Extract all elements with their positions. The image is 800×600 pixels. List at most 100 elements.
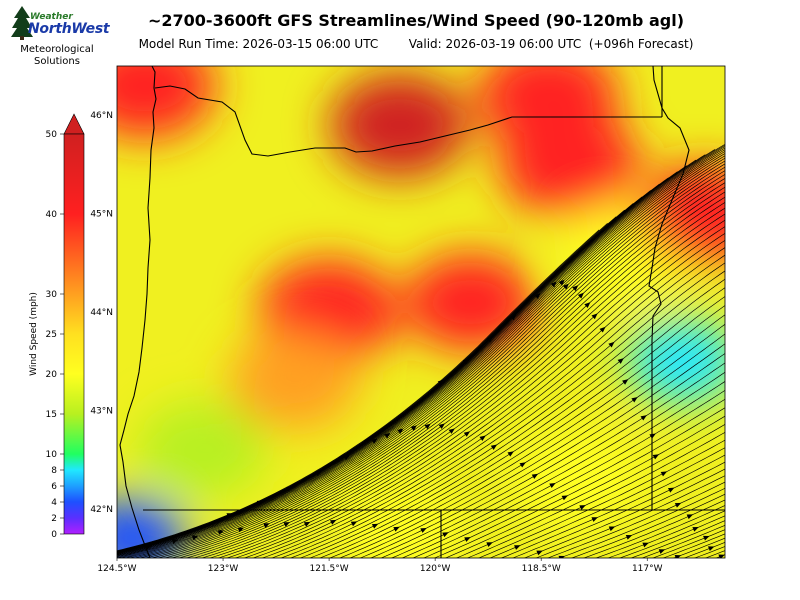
speed-region: [329, 72, 470, 178]
streamline-arrow: [668, 487, 675, 493]
streamline-arrow: [536, 550, 543, 556]
streamline: [582, 499, 725, 558]
logo-brand-line2: NorthWest: [28, 21, 110, 37]
colorbar-tick-label: 15: [46, 410, 57, 420]
streamline-arrow: [652, 454, 660, 460]
streamline: [349, 333, 725, 558]
streamline-arrow: [562, 283, 569, 290]
streamline-arrow: [486, 336, 493, 343]
columbia-river-border: [154, 85, 662, 157]
streamline-arrow: [463, 431, 471, 437]
streamline: [117, 229, 600, 552]
streamline: [546, 481, 725, 558]
streamline: [261, 254, 725, 558]
streamline: [759, 576, 765, 578]
streamline-arrow: [684, 569, 691, 576]
streamline: [157, 177, 725, 558]
y-tick-label: 44°N: [90, 308, 113, 318]
streamline-arrow: [608, 561, 615, 568]
streamline: [412, 389, 725, 558]
streamline-arrow: [330, 519, 337, 525]
colorbar-tick-label: 25: [46, 330, 57, 340]
streamline-arrow: [617, 358, 624, 364]
streamline: [123, 157, 725, 558]
streamline: [117, 159, 697, 554]
colorbar-tick-label: 8: [51, 466, 57, 476]
streamline-arrow: [534, 293, 541, 299]
streamline-arrow: [558, 279, 565, 286]
colorbar-tick-label: 10: [46, 450, 58, 460]
streamline-arrow: [549, 482, 556, 489]
streamline-arrow: [703, 535, 710, 541]
streamline: [185, 196, 725, 558]
y-tick-label: 43°N: [90, 406, 113, 416]
streamline-arrow: [686, 514, 694, 520]
streamline-arrow: [579, 505, 586, 510]
speed-region: [499, 111, 640, 217]
chart-title: ~2700-3600ft GFS Streamlines/Wind Speed …: [147, 11, 684, 30]
x-tick-label: 123°W: [208, 564, 239, 574]
streamline-arrow: [599, 326, 606, 333]
logo-tagline-line2: Solutions: [34, 56, 80, 67]
streamline: [704, 566, 738, 578]
streamline-arrow: [674, 555, 682, 558]
speed-region: [334, 479, 465, 558]
colorbar-gradient: [63, 133, 85, 535]
x-tick-label: 118.5°W: [522, 564, 561, 574]
streamline-arrow: [642, 542, 649, 548]
streamline-arrow: [263, 523, 270, 528]
streamline-arrow: [608, 341, 615, 348]
streamline-arrow: [442, 532, 449, 538]
streamline-arrow: [384, 432, 391, 439]
streamline-arrow: [507, 451, 514, 457]
speed-region: [405, 253, 536, 351]
streamline: [289, 278, 725, 558]
colorbar-tick-label: 6: [51, 482, 57, 492]
streamline: [177, 191, 725, 558]
streamline: [693, 546, 725, 558]
streamline-arrow: [479, 435, 486, 441]
streamline: [792, 576, 798, 578]
streamline: [652, 529, 725, 558]
streamline: [662, 533, 725, 558]
streamline: [737, 576, 743, 578]
valid-time: Valid: 2026-03-19 06:00 UTC (+096h Forec…: [408, 37, 694, 51]
streamline-arrow: [438, 423, 446, 429]
colorbar-tick-label: 20: [46, 370, 58, 380]
streamline-arrow: [561, 495, 569, 501]
streamline: [117, 149, 725, 557]
streamline: [217, 219, 725, 558]
speed-region: [511, 430, 642, 529]
colorbar-tick-label: 40: [46, 210, 58, 220]
streamline: [715, 570, 738, 578]
colorbar: 0 2 4 6 8 10 15 20 25 30 40 50 Wind Speed (mph): [29, 113, 85, 540]
streamline-arrow: [519, 462, 526, 468]
streamline: [117, 146, 725, 556]
streamline: [234, 232, 725, 558]
streamline-arrow: [660, 471, 668, 477]
streamline: [693, 562, 738, 578]
streamline-arrow: [303, 521, 311, 527]
streamline: [595, 505, 725, 558]
chart-subtitle: Model Run Time: 2026-03-15 06:00 UTC Val…: [116, 37, 716, 51]
streamline-arrow: [577, 292, 585, 299]
colorbar-tick-label: 0: [51, 530, 57, 540]
streamline: [133, 163, 725, 558]
streamline-arrow: [572, 285, 579, 292]
x-tick-label: 124.5°W: [97, 564, 136, 574]
state-borders: [119, 66, 725, 558]
streamline: [117, 147, 725, 556]
streamline-arrow: [514, 545, 521, 550]
streamline-arrow: [531, 473, 539, 479]
streamline-arrow: [691, 559, 698, 566]
streamline: [117, 151, 725, 558]
streamline-arrow: [625, 535, 633, 540]
streamline: [150, 173, 725, 558]
colorbar-extend-arrow: [63, 113, 85, 135]
streamline: [558, 487, 725, 558]
streamline-arrow: [237, 527, 245, 533]
oregon-idaho-border: [648, 66, 690, 510]
logo-tagline-line1: Meteorological: [20, 44, 94, 55]
streamline: [781, 576, 787, 578]
